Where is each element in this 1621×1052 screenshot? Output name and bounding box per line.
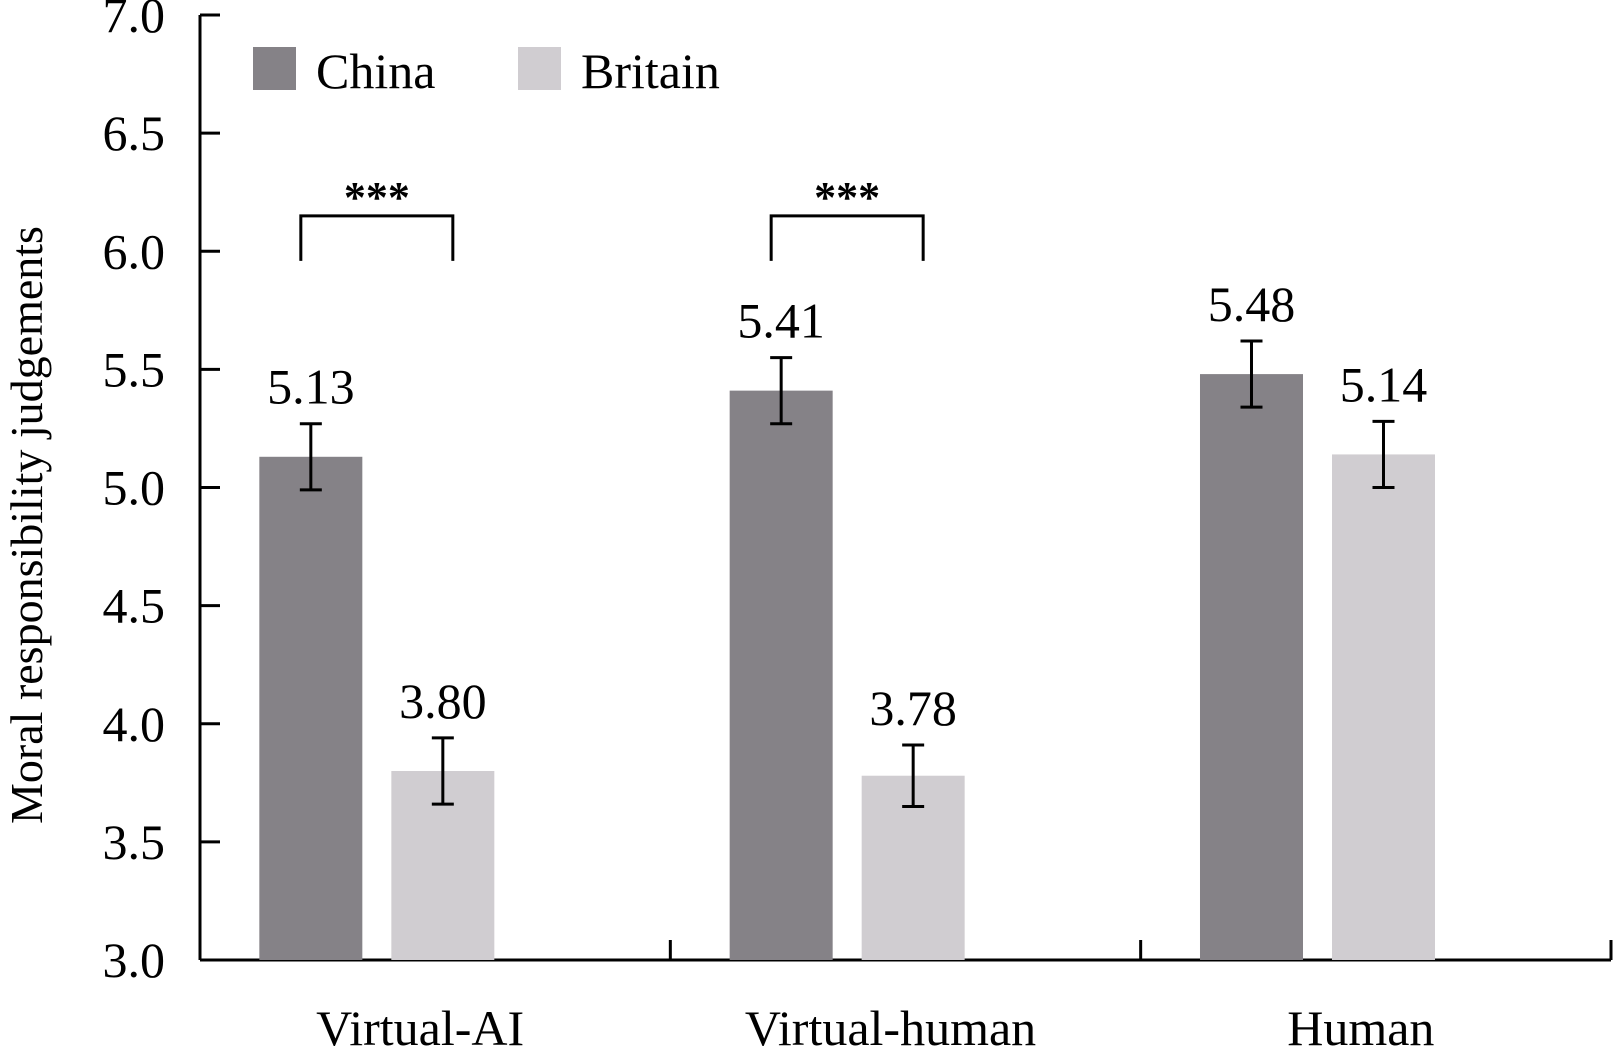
data-label: 3.80 xyxy=(399,673,487,729)
bar-britain-human xyxy=(1331,454,1435,960)
y-tick-label: 7.0 xyxy=(103,0,166,43)
y-tick-label: 3.0 xyxy=(103,932,166,988)
significance-bracket xyxy=(299,214,455,261)
legend: China Britain xyxy=(253,43,720,99)
significance-label: *** xyxy=(814,173,880,222)
bar-china-virtual-human xyxy=(729,390,833,960)
significance-bracket xyxy=(769,214,925,261)
significance-brackets: *** *** xyxy=(299,173,925,261)
y-tick-label: 6.5 xyxy=(103,105,166,161)
x-category-label: Virtual-human xyxy=(745,1000,1036,1052)
y-tick-label: 4.5 xyxy=(103,578,166,634)
bar-china-virtual-ai xyxy=(259,456,363,960)
data-label: 5.13 xyxy=(267,359,355,415)
bar-china-human xyxy=(1199,374,1303,961)
data-labels: 5.13 3.80 5.41 3.78 5.48 5.14 xyxy=(267,276,1427,736)
legend-swatch-britain xyxy=(518,47,561,90)
legend-swatch-china xyxy=(253,47,296,90)
data-label: 5.14 xyxy=(1340,356,1428,412)
error-bars xyxy=(299,339,1395,808)
legend-label-britain: Britain xyxy=(581,43,720,99)
bars xyxy=(259,374,1435,961)
y-tick-label: 6.0 xyxy=(103,223,166,279)
y-tick-label: 4.0 xyxy=(103,696,166,752)
data-label: 3.78 xyxy=(869,680,957,736)
data-label: 5.48 xyxy=(1208,276,1296,332)
x-category-label: Virtual-AI xyxy=(316,1000,524,1052)
y-axis-title: Moral responsibility judgements xyxy=(1,226,52,824)
x-category-label: Human xyxy=(1287,1000,1434,1052)
y-tick-label: 5.0 xyxy=(103,460,166,516)
axes: 3.0 3.5 4.0 4.5 5.0 5.5 6.0 6.5 7.0 Virtual-AI Vir… xyxy=(103,0,1613,1052)
data-label: 5.41 xyxy=(737,293,825,349)
y-tick-label: 3.5 xyxy=(103,814,166,870)
significance-label: *** xyxy=(344,173,410,222)
y-tick-label: 5.5 xyxy=(103,341,166,397)
legend-label-china: China xyxy=(316,43,435,99)
